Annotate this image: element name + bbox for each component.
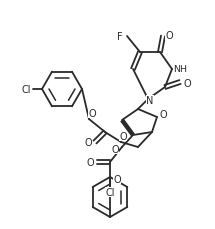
Text: O: O — [165, 31, 173, 41]
Text: O: O — [88, 109, 96, 118]
Text: O: O — [113, 174, 121, 184]
Text: Cl: Cl — [105, 187, 115, 197]
Text: NH: NH — [173, 65, 187, 74]
Text: O: O — [119, 131, 127, 141]
Text: O: O — [159, 109, 167, 120]
Text: Cl: Cl — [21, 85, 31, 95]
Text: F: F — [117, 32, 123, 42]
Text: O: O — [84, 137, 92, 147]
Text: O: O — [86, 157, 94, 167]
Text: O: O — [111, 144, 119, 154]
Text: N: N — [146, 95, 154, 106]
Text: O: O — [183, 79, 191, 89]
